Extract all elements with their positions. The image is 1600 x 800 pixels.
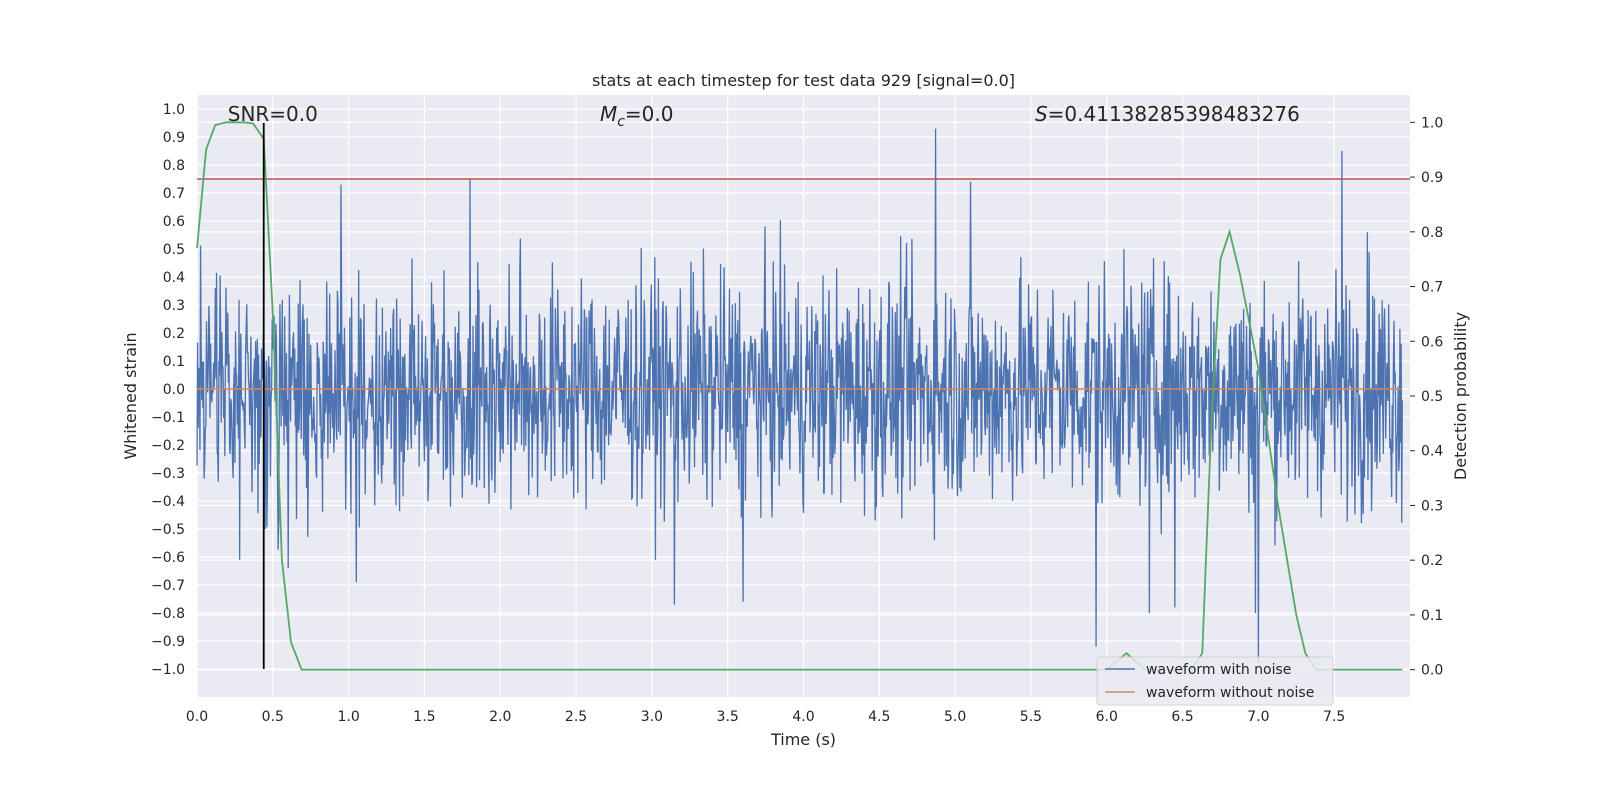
x-tick-label: 6.0 xyxy=(1096,709,1118,725)
x-tick-label: 0.0 xyxy=(186,709,208,725)
x-tick-label: 7.5 xyxy=(1323,709,1345,725)
x-tick-label: 5.5 xyxy=(1020,709,1042,725)
legend-box xyxy=(1096,656,1334,706)
x-tick-label: 4.0 xyxy=(792,709,814,725)
y-tick-label: −0.3 xyxy=(151,466,185,482)
annotation-snr: SNR=0.0 xyxy=(228,102,318,126)
legend-label-waveform-with-noise: waveform with noise xyxy=(1146,662,1291,678)
y-tick-label: −0.6 xyxy=(151,550,185,566)
annotation-mc-value: =0.0 xyxy=(625,102,674,126)
x-tick-label: 2.0 xyxy=(489,709,511,725)
y-tick-label: −0.1 xyxy=(151,410,185,426)
y-right-tick-label: 0.5 xyxy=(1421,389,1443,405)
y-tick-label: −0.7 xyxy=(151,578,185,594)
series-waveform-with-noise xyxy=(196,128,1403,664)
x-tick-label: 2.5 xyxy=(565,709,587,725)
x-tick-label: 1.0 xyxy=(337,709,359,725)
y-tick-label: −0.9 xyxy=(151,634,185,650)
legend-label-waveform-without-noise: waveform without noise xyxy=(1146,685,1314,701)
y-right-tick-label: 0.7 xyxy=(1421,280,1443,296)
y-tick-label: −0.4 xyxy=(151,494,185,510)
x-tick-label: 4.5 xyxy=(868,709,890,725)
legend: waveform with noise waveform without noi… xyxy=(1096,656,1334,706)
y-tick-label: 0.1 xyxy=(163,354,185,370)
y-right-tick-label: 0.8 xyxy=(1421,225,1443,241)
y-axis-label-right: Detection probability xyxy=(1451,312,1470,480)
annotation-s-value: =0.41138285398483276 xyxy=(1048,102,1300,126)
annotation-s-symbol: S xyxy=(1035,102,1048,126)
x-tick-label: 6.5 xyxy=(1171,709,1193,725)
y-tick-label: 0.4 xyxy=(163,270,185,286)
y-tick-label: −0.8 xyxy=(151,606,185,622)
annotation-s: S=0.41138285398483276 xyxy=(1035,102,1300,126)
y-right-tick-label: 0.0 xyxy=(1421,663,1443,679)
series-detection-probability xyxy=(196,121,1403,671)
x-tick-label: 0.5 xyxy=(262,709,284,725)
y-tick-label: 0.6 xyxy=(163,214,185,230)
y-tick-label: 0.2 xyxy=(163,326,185,342)
ticks-layer: 0.0 0.5 1.0 1.5 2.0 2.5 3.0 3.5 4.0 4.5 5.0 5.5 6.0 6… xyxy=(151,102,1443,725)
y-tick-label: −0.2 xyxy=(151,438,185,454)
y-tick-label: −1.0 xyxy=(151,662,185,678)
y-tick-label: 0.9 xyxy=(163,130,185,146)
y-tick-label: 0.8 xyxy=(163,158,185,174)
y-tick-label: 0.7 xyxy=(163,186,185,202)
x-tick-label: 1.5 xyxy=(413,709,435,725)
y-tick-label: −0.5 xyxy=(151,522,185,538)
y-right-tick-label: 0.3 xyxy=(1421,498,1443,514)
y-tick-label: 0.3 xyxy=(163,298,185,314)
y-tick-label: 0.5 xyxy=(163,242,185,258)
series-layer xyxy=(196,121,1410,671)
chart-title: stats at each timestep for test data 929… xyxy=(592,71,1015,90)
y-right-tick-label: 0.2 xyxy=(1421,553,1443,569)
y-tick-label: 1.0 xyxy=(163,102,185,118)
y-right-tick-label: 0.4 xyxy=(1421,444,1443,460)
x-tick-label: 5.0 xyxy=(944,709,966,725)
y-right-tick-label: 0.6 xyxy=(1421,334,1443,350)
x-tick-label: 3.5 xyxy=(717,709,739,725)
x-tick-label: 3.0 xyxy=(641,709,663,725)
y-right-tick-label: 0.9 xyxy=(1421,170,1443,186)
annotation-chirp-mass: Mc=0.0 xyxy=(600,102,674,130)
x-tick-label: 7.0 xyxy=(1247,709,1269,725)
x-axis-label: Time (s) xyxy=(770,730,836,749)
annotation-mc-symbol: M xyxy=(600,102,617,126)
y-right-tick-label: 1.0 xyxy=(1421,115,1443,131)
annotation-mc-subscript: c xyxy=(617,114,625,130)
y-right-tick-label: 0.1 xyxy=(1421,608,1443,624)
y-tick-label: 0.0 xyxy=(163,382,185,398)
y-axis-label: Whitened strain xyxy=(121,332,140,459)
